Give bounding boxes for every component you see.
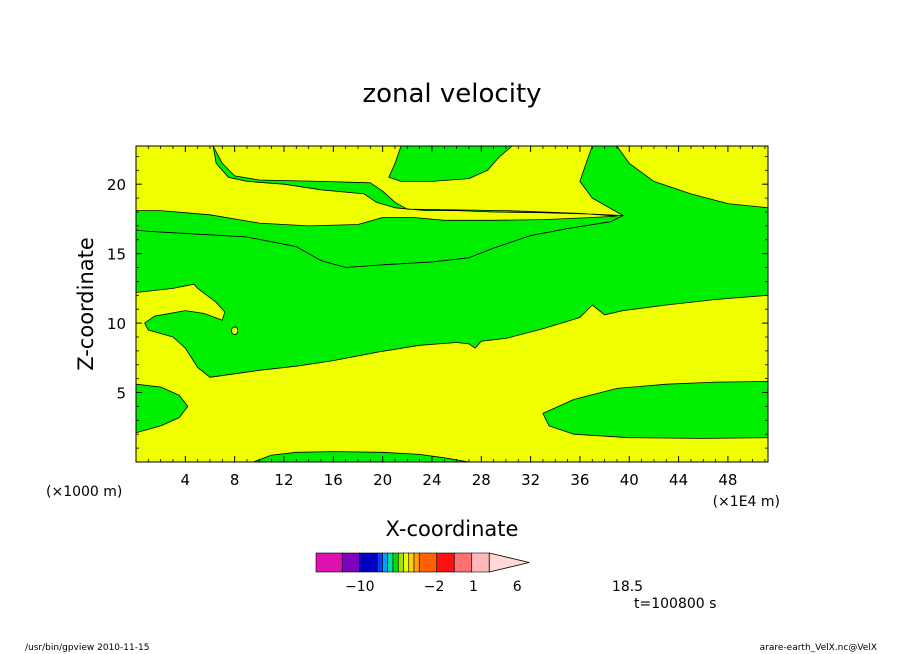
x-tick-label: 44	[669, 471, 688, 489]
colorbar-label: 6	[513, 579, 522, 595]
region-bottom-left-lobe	[135, 383, 189, 434]
colorbar-segment	[376, 552, 383, 573]
plot-frame	[135, 145, 769, 463]
x-unit-right-label: (×1E4 m)	[713, 494, 780, 510]
footer-left: /usr/bin/gpview 2010-11-15	[25, 643, 149, 653]
region-bottom-right-lobe	[542, 380, 769, 439]
x-tick-label: 20	[373, 471, 392, 489]
colorbar-segment	[453, 552, 473, 573]
colorbar-segment	[387, 552, 394, 573]
colorbar-segment	[392, 552, 399, 573]
y-tick-label: 15	[107, 246, 126, 264]
colorbar-label: −2	[424, 579, 445, 595]
x-tick-label: 8	[230, 471, 240, 489]
colorbar-segment	[315, 552, 343, 573]
colorbar-segment	[341, 552, 361, 573]
colorbar-segment	[436, 552, 455, 573]
colorbar-segment	[397, 552, 404, 573]
y-axis-ticks: 5 10 15 20	[107, 156, 768, 449]
x-tick-label: 12	[274, 471, 293, 489]
chart-title: zonal velocity	[362, 79, 541, 109]
x-tick-label: 24	[422, 471, 441, 489]
colorbar-label: −10	[345, 579, 375, 595]
mark-small-circle	[231, 326, 239, 335]
colorbar-label: 18.5	[612, 579, 643, 595]
region-bottom-center-strip	[252, 451, 470, 463]
y-tick-label: 5	[116, 385, 126, 403]
colorbar-segment	[359, 552, 378, 573]
region-upper-right-region	[135, 145, 769, 378]
colorbar-segment	[471, 552, 490, 573]
x-axis-label: X-coordinate	[386, 517, 519, 541]
time-label: t=100800 s	[634, 596, 716, 612]
colorbar	[315, 552, 530, 573]
colorbar-segment	[413, 552, 420, 573]
y-tick-label: 20	[107, 176, 126, 194]
footer-right: arare-earth_VelX.nc@VelX	[760, 643, 877, 653]
x-tick-label: 16	[324, 471, 343, 489]
contour-regions	[135, 145, 769, 463]
region-top-middle-bump	[388, 145, 513, 182]
colorbar-segment	[408, 552, 415, 573]
y-tick-label: 10	[107, 315, 126, 333]
x-tick-label: 32	[521, 471, 540, 489]
x-tick-label: 28	[472, 471, 491, 489]
colorbar-arrow	[488, 552, 530, 573]
x-axis-ticks: 4 8 12 16 20 24 28 32 36 40 44 48	[147, 146, 766, 489]
colorbar-segment	[382, 552, 389, 573]
x-tick-label: 40	[620, 471, 639, 489]
point-marks	[231, 326, 239, 335]
x-tick-label: 36	[570, 471, 589, 489]
y-axis-label: Z-coordinate	[74, 237, 98, 371]
colorbar-label: 1	[469, 579, 478, 595]
x-tick-label: 4	[181, 471, 191, 489]
colorbar-segment	[418, 552, 438, 573]
colorbar-segment	[403, 552, 410, 573]
x-unit-left-label: (×1000 m)	[46, 484, 122, 500]
x-tick-label: 48	[718, 471, 737, 489]
colorbar-labels: −10 −2 1 6 18.5	[345, 579, 643, 595]
